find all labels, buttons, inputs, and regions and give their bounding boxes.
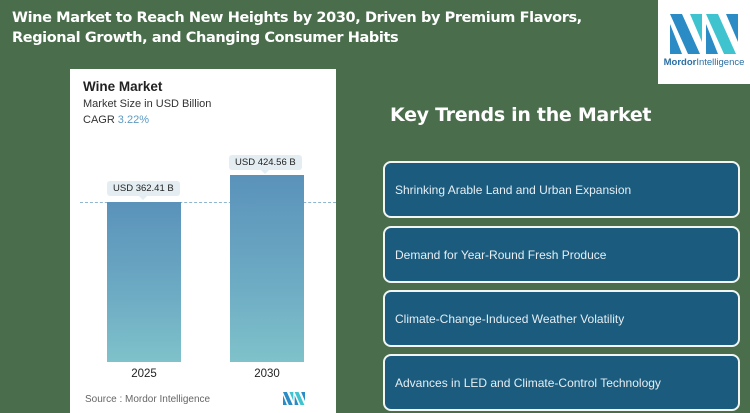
x-tick-2030: 2030	[254, 368, 280, 380]
reference-dashed-line	[80, 202, 336, 203]
trend-item: Demand for Year-Round Fresh Produce	[383, 226, 740, 283]
bar-2025	[107, 202, 181, 362]
trend-item-label: Shrinking Arable Land and Urban Expansio…	[395, 182, 632, 197]
trend-item: Advances in LED and Climate-Control Tech…	[383, 354, 740, 411]
mini-logo-icon	[283, 392, 305, 405]
cagr-row: CAGR 3.22%	[83, 114, 149, 126]
trend-item: Climate-Change-Induced Weather Volatilit…	[383, 290, 740, 347]
trend-item-label: Climate-Change-Induced Weather Volatilit…	[395, 311, 625, 326]
bar-2030	[230, 175, 304, 362]
trend-item-label: Advances in LED and Climate-Control Tech…	[395, 375, 661, 390]
cagr-label: CAGR	[83, 114, 115, 126]
x-tick-2025: 2025	[131, 368, 157, 380]
cagr-value: 3.22%	[117, 114, 149, 126]
page-headline: Wine Market to Reach New Heights by 2030…	[12, 10, 582, 46]
brand-logo: MordorIntelligence	[658, 0, 750, 84]
bar-value-label-2025: USD 362.41 B	[107, 181, 180, 200]
logo-wordmark: MordorIntelligence	[663, 57, 745, 68]
chart-title: Wine Market	[83, 79, 163, 94]
mordor-intelligence-logo-icon	[670, 14, 738, 54]
bar-value-label-2030: USD 424.56 B	[229, 155, 302, 174]
chart-subtitle: Market Size in USD Billion	[83, 98, 212, 110]
trend-item-label: Demand for Year-Round Fresh Produce	[395, 247, 607, 262]
trend-item: Shrinking Arable Land and Urban Expansio…	[383, 161, 740, 218]
key-trends-title: Key Trends in the Market	[390, 104, 652, 126]
source-note: Source : Mordor Intelligence	[85, 394, 211, 405]
